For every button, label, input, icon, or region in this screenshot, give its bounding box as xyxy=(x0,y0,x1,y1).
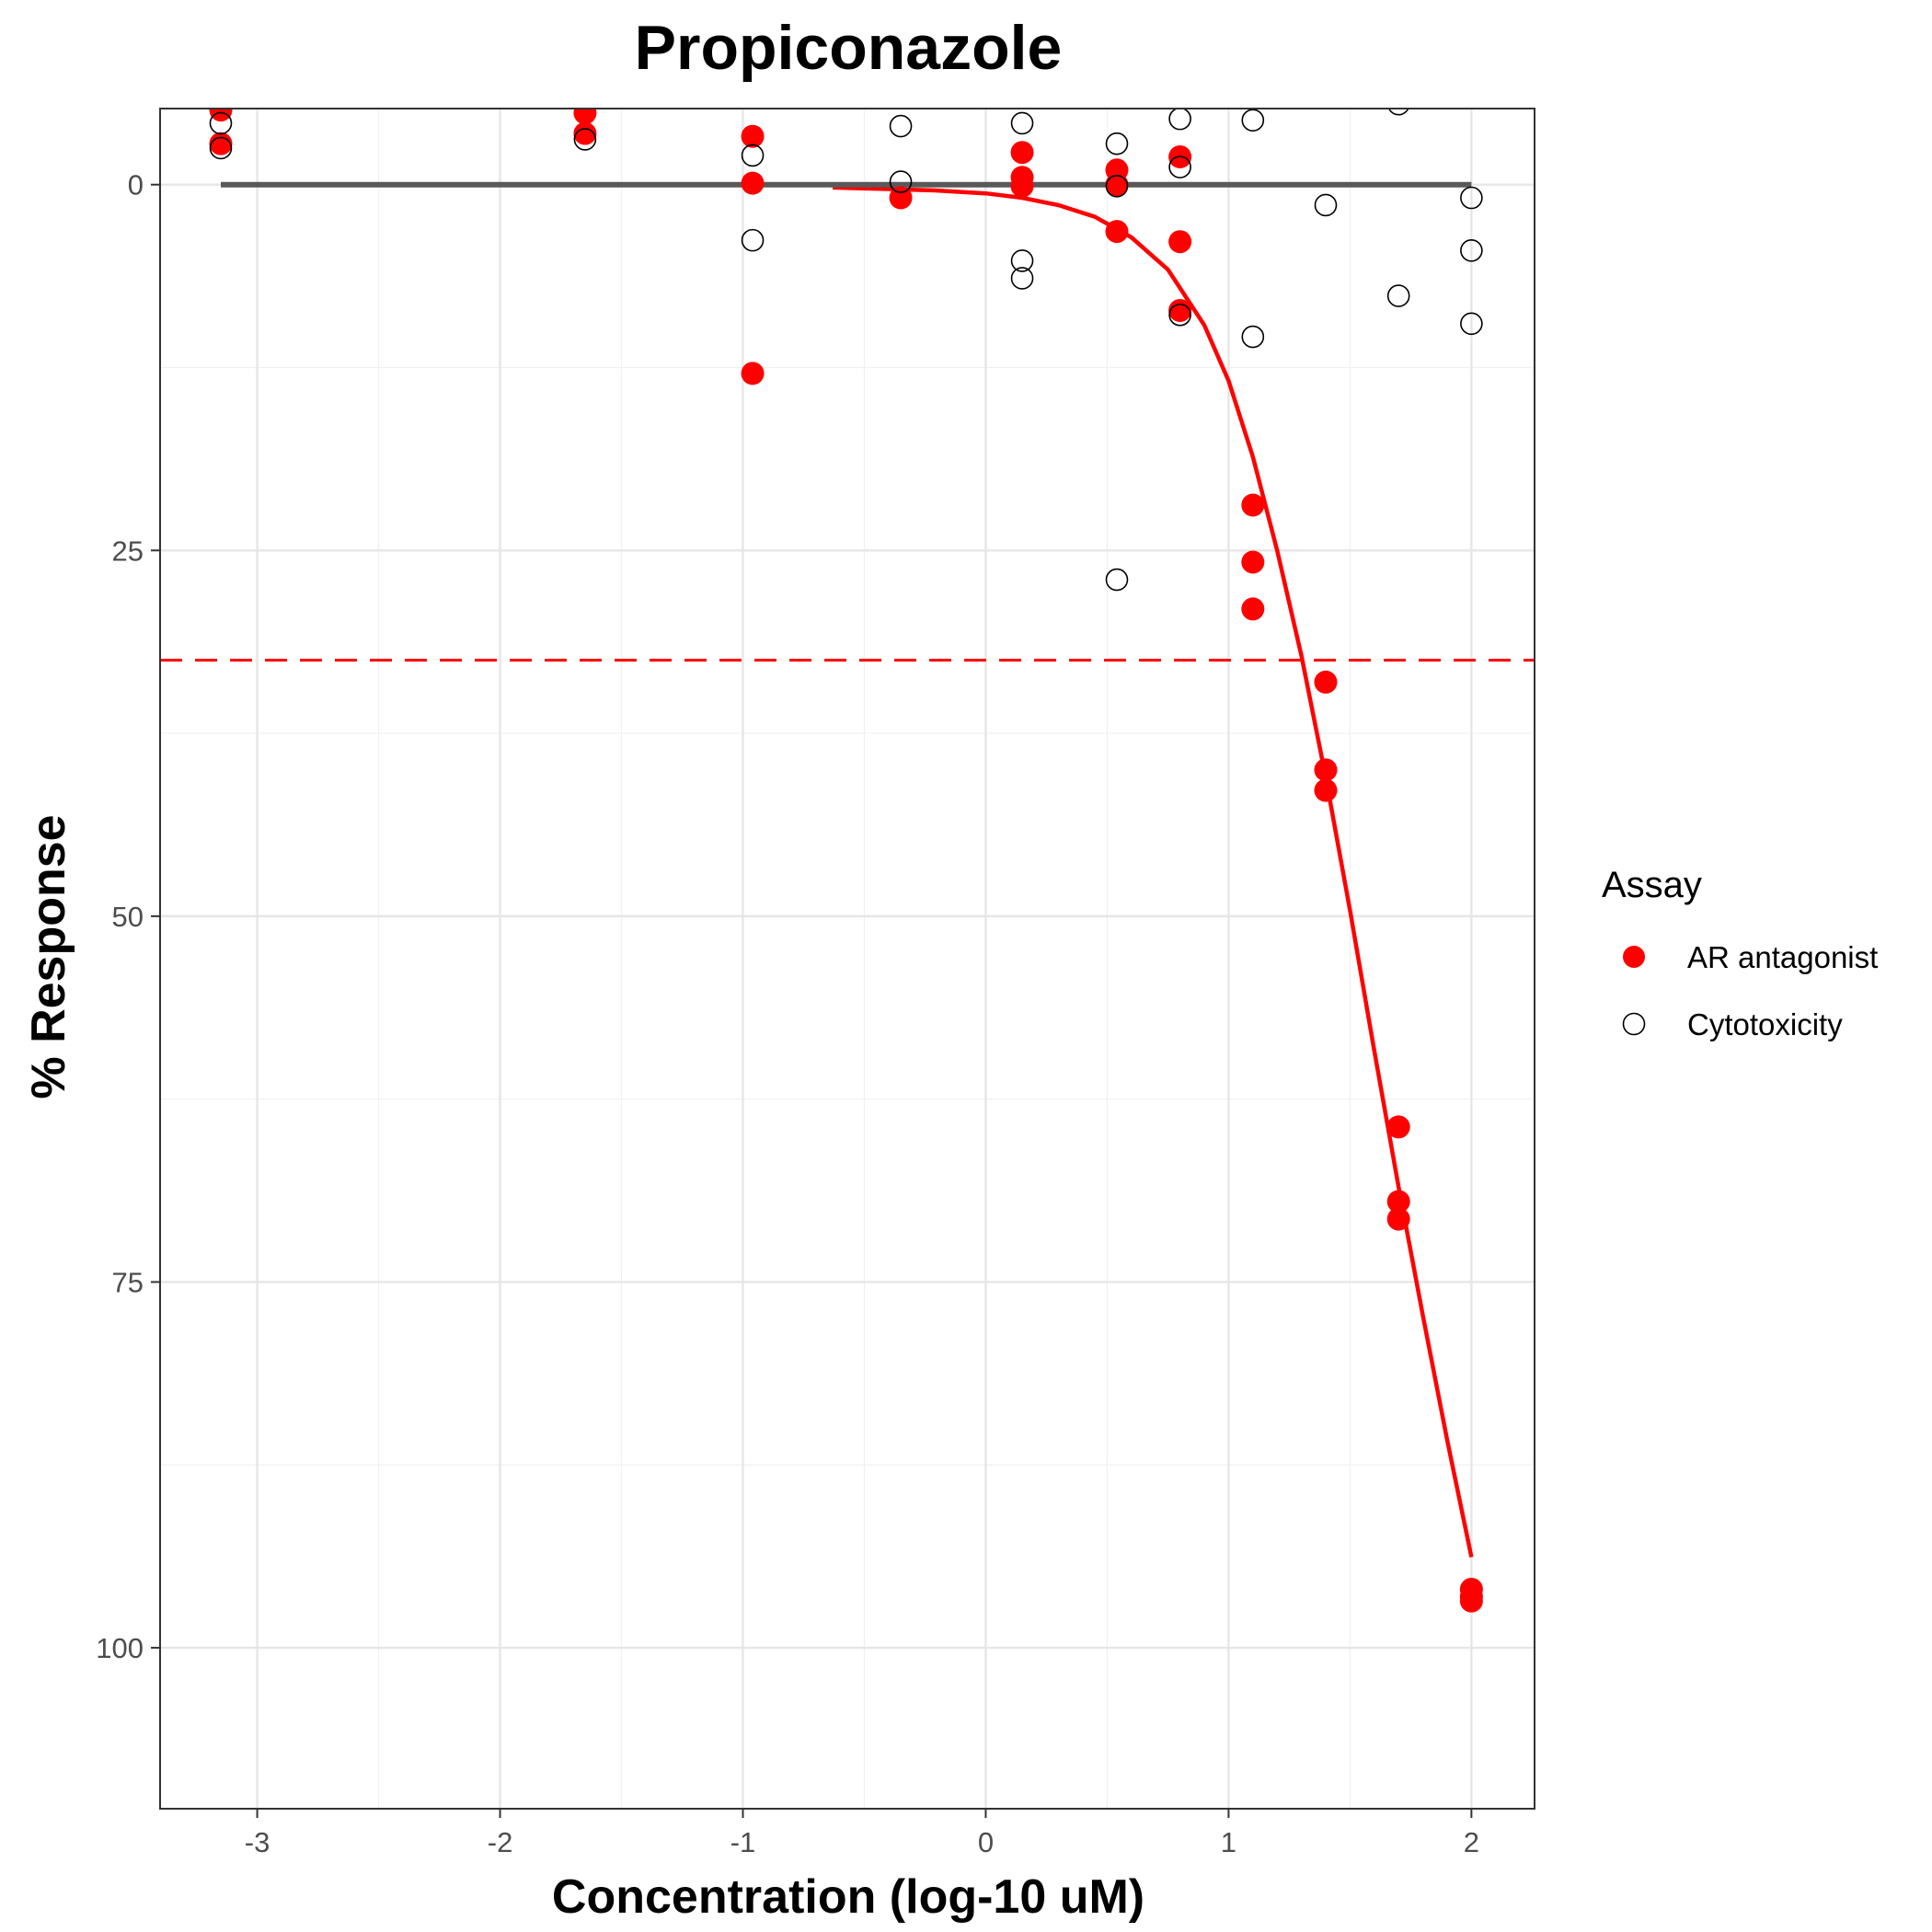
y-tick-label: 25 xyxy=(112,535,144,567)
point-ar-antagonist xyxy=(209,109,233,122)
y-tick-label: 75 xyxy=(112,1266,144,1298)
x-tick-label: -1 xyxy=(730,1826,756,1858)
point-ar-antagonist xyxy=(1010,174,1034,198)
point-ar-antagonist xyxy=(1386,1207,1410,1231)
point-cytotoxicity xyxy=(1460,186,1483,210)
point-cytotoxicity xyxy=(1105,174,1129,198)
reference-lines xyxy=(160,181,1535,1558)
point-ar-antagonist xyxy=(1241,493,1265,517)
x-tick-label: 0 xyxy=(978,1826,994,1858)
point-cytotoxicity xyxy=(1460,238,1483,262)
point-ar-antagonist xyxy=(1168,298,1192,322)
plot-area xyxy=(159,108,1535,1810)
point-cytotoxicity xyxy=(1387,109,1409,116)
point-ar-antagonist xyxy=(209,132,233,155)
point-cytotoxicity xyxy=(573,128,597,151)
point-cytotoxicity xyxy=(1105,568,1129,592)
point-ar-antagonist xyxy=(1314,670,1338,694)
legend-key-ar-antagonist xyxy=(1623,946,1645,968)
point-cytotoxicity xyxy=(889,114,913,138)
y-tick-label: 50 xyxy=(112,901,144,933)
point-ar-antagonist xyxy=(741,171,765,195)
point-cytotoxicity xyxy=(1460,312,1483,336)
point-ar-antagonist xyxy=(1459,1589,1483,1613)
point-ar-antagonist xyxy=(741,124,765,148)
data-points xyxy=(209,109,1483,1613)
point-cytotoxicity xyxy=(1010,111,1034,135)
x-axis: -3 -2 -1 0 1 2 xyxy=(245,1809,1479,1858)
x-tick-label: -3 xyxy=(245,1826,270,1858)
point-cytotoxicity xyxy=(741,228,765,252)
x-tick-label: 2 xyxy=(1464,1826,1479,1858)
point-ar-antagonist xyxy=(1314,778,1338,802)
point-cytotoxicity xyxy=(889,170,913,193)
point-cytotoxicity xyxy=(1105,132,1129,155)
point-cytotoxicity xyxy=(1386,284,1410,307)
point-cytotoxicity xyxy=(209,111,233,135)
point-ar-antagonist xyxy=(1241,550,1265,574)
y-axis-label: % Response xyxy=(22,814,75,1098)
point-cytotoxicity xyxy=(1241,109,1265,132)
legend-label-cytotoxicity: Cytotoxicity xyxy=(1687,1007,1843,1041)
y-tick-label: 100 xyxy=(96,1632,144,1664)
x-axis-label: Concentration (log-10 uM) xyxy=(552,1870,1144,1924)
point-ar-antagonist xyxy=(1314,758,1338,782)
grid-lines xyxy=(160,109,1535,1809)
point-cytotoxicity xyxy=(1010,249,1034,272)
point-cytotoxicity xyxy=(1010,267,1034,290)
point-ar-antagonist xyxy=(889,186,913,210)
legend-title: Assay xyxy=(1602,865,1702,905)
point-ar-antagonist xyxy=(1105,173,1129,197)
legend-key-cytotoxicity xyxy=(1622,1012,1646,1036)
point-ar-antagonist xyxy=(1386,1190,1410,1213)
point-cytotoxicity xyxy=(1168,303,1191,327)
point-ar-antagonist xyxy=(1010,141,1034,165)
legend: Assay AR antagonist Cytotoxicity xyxy=(1602,865,1878,1041)
point-cytotoxicity xyxy=(1314,193,1338,217)
y-axis: 0 25 50 75 100 xyxy=(96,169,160,1664)
y-tick-label: 0 xyxy=(128,169,144,201)
point-ar-antagonist xyxy=(1105,220,1129,244)
point-ar-antagonist xyxy=(573,109,597,125)
x-tick-label: -2 xyxy=(488,1826,513,1858)
point-ar-antagonist xyxy=(1241,597,1265,621)
point-cytotoxicity xyxy=(1241,325,1265,349)
chart-title: Propiconazole xyxy=(635,13,1063,83)
point-cytotoxicity xyxy=(741,144,765,167)
fitted-curve xyxy=(833,185,1474,1558)
point-ar-antagonist xyxy=(1386,1115,1410,1139)
plot-panel xyxy=(160,109,1535,1809)
point-ar-antagonist xyxy=(1168,230,1192,254)
plot-border xyxy=(159,108,1535,1810)
point-cytotoxicity xyxy=(1168,109,1191,131)
legend-label-ar-antagonist: AR antagonist xyxy=(1687,940,1878,974)
x-tick-label: 1 xyxy=(1221,1826,1236,1858)
point-cytotoxicity xyxy=(209,136,233,160)
point-ar-antagonist xyxy=(741,362,765,385)
point-cytotoxicity xyxy=(1168,155,1191,178)
point-ar-antagonist xyxy=(573,121,597,145)
